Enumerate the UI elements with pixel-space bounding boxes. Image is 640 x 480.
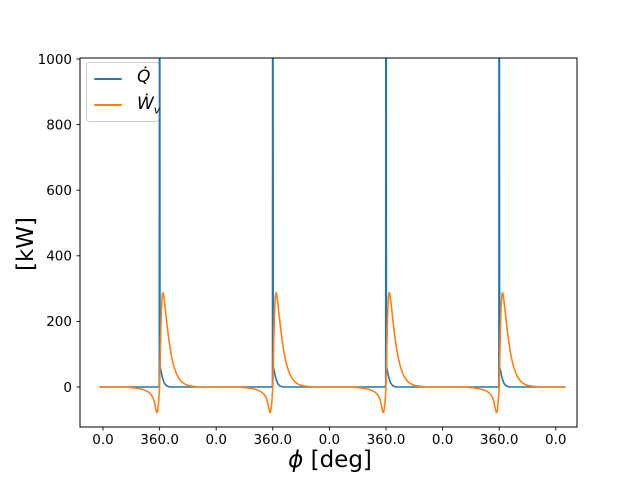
ticks-layer: 0.0 360.0 0.0 360.0 0.0 360.0 0.0 360.0 0.0 0 200 4… bbox=[38, 52, 567, 448]
series-line-wdot bbox=[99, 291, 566, 414]
y-tick-label: 800 bbox=[46, 117, 72, 133]
x-tick-label: 0.0 bbox=[205, 432, 226, 448]
y-tick-label: 0 bbox=[63, 380, 72, 396]
x-axis-label: ϕ [deg] bbox=[288, 447, 372, 473]
x-tick-label: 0.0 bbox=[319, 432, 340, 448]
x-tick-label: 0.0 bbox=[432, 432, 453, 448]
x-tick-label: 360.0 bbox=[480, 432, 519, 448]
legend-entry-wdot: Ẇv bbox=[94, 93, 161, 116]
y-tick-label: 400 bbox=[46, 249, 72, 265]
x-tick-label: 360.0 bbox=[367, 432, 406, 448]
series-line-qdot bbox=[99, 58, 566, 388]
x-tick-label: 0.0 bbox=[545, 432, 566, 448]
x-tick-label: 0.0 bbox=[92, 432, 113, 448]
legend-line-wdot-icon bbox=[94, 104, 122, 107]
legend-line-qdot-icon bbox=[94, 77, 122, 80]
x-tick-label: 360.0 bbox=[140, 432, 179, 448]
legend-label-wdot: Ẇv bbox=[137, 93, 161, 116]
series-layer bbox=[99, 58, 566, 414]
legend: Q̇ Ẇv bbox=[86, 62, 161, 122]
y-tick-label: 600 bbox=[46, 183, 72, 199]
legend-label-qdot: Q̇ bbox=[137, 67, 151, 87]
plot-border bbox=[79, 57, 578, 428]
x-tick-label: 360.0 bbox=[253, 432, 292, 448]
y-tick-label: 1000 bbox=[38, 52, 72, 68]
y-tick-label: 200 bbox=[46, 314, 72, 330]
legend-entry-qdot: Q̇ bbox=[94, 69, 158, 88]
y-axis-label: [kW] bbox=[13, 217, 39, 272]
